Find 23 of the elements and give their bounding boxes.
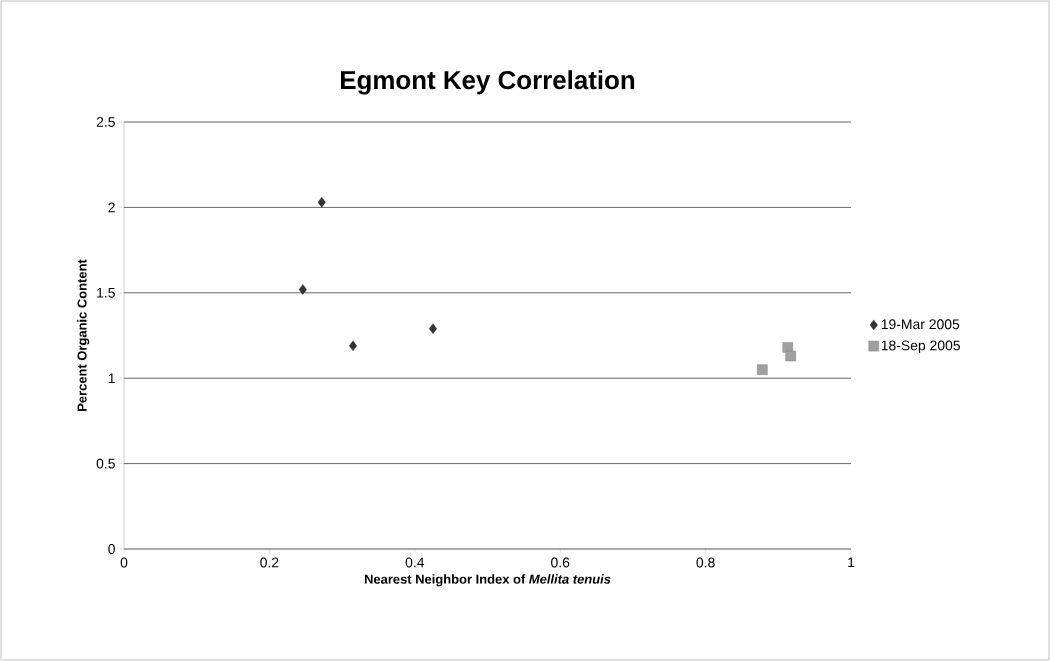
point xyxy=(349,340,357,351)
chart-title: Egmont Key Correlation xyxy=(341,70,635,95)
y-tick-label: 2 xyxy=(108,202,115,213)
y-tick-label: 0.5 xyxy=(96,458,115,469)
x-tick-label: 0 xyxy=(120,557,128,568)
legend-label: 18-Sep 2005 xyxy=(881,340,960,354)
point xyxy=(757,364,768,375)
point xyxy=(785,350,796,362)
y-tick-label: 1 xyxy=(108,373,115,383)
point xyxy=(298,284,307,295)
x-axis-title: Nearest Neighbor Index of Mellita tenuis xyxy=(364,574,611,587)
legend-label: 19-Mar 2005 xyxy=(881,319,960,330)
y-tick-label: 0 xyxy=(108,544,115,554)
y-tick-label: 2.5 xyxy=(96,117,115,127)
y-tick-label: 1.5 xyxy=(97,287,115,298)
point xyxy=(429,323,437,334)
x-tick-label: 0.6 xyxy=(551,557,570,568)
x-tick-label: 0.4 xyxy=(405,557,425,568)
x-tick-label: 0.8 xyxy=(696,557,715,568)
x-tick-label: 0.2 xyxy=(260,557,279,568)
y-axis-title: Percent Organic Content xyxy=(77,259,90,411)
point xyxy=(317,197,326,208)
x-tick-label: 1 xyxy=(848,557,855,568)
